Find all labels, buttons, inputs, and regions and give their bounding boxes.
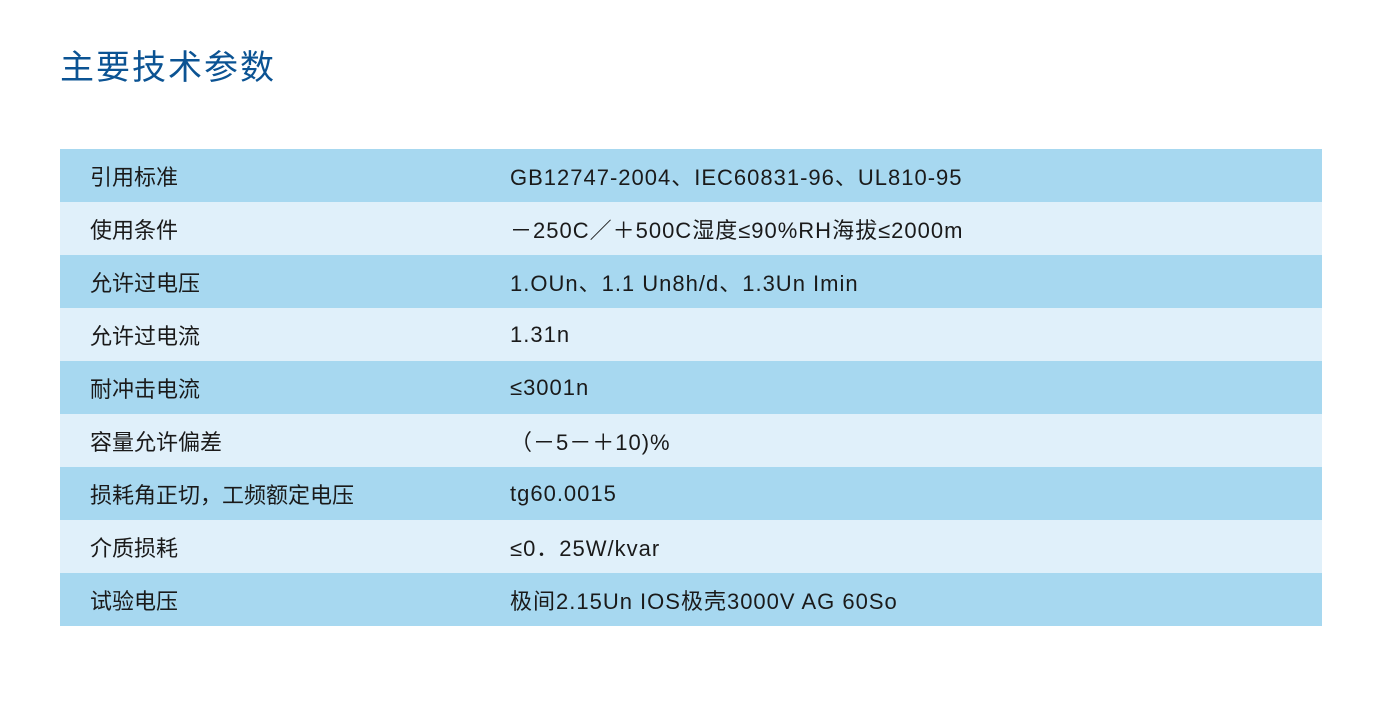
spec-label: 容量允许偏差	[60, 414, 480, 467]
spec-value: （－5－＋10)%	[480, 414, 1322, 467]
spec-value: －250C／＋500C湿度≤90%RH海拔≤2000m	[480, 202, 1322, 255]
spec-value: 极间2.15Un IOS极壳3000V AG 60So	[480, 573, 1322, 626]
spec-label: 允许过电流	[60, 308, 480, 361]
table-row: 引用标准 GB12747-2004、IEC60831-96、UL810-95	[60, 149, 1322, 202]
page-title: 主要技术参数	[60, 40, 1322, 89]
spec-label: 试验电压	[60, 573, 480, 626]
table-row: 允许过电压 1.OUn、1.1 Un8h/d、1.3Un Imin	[60, 255, 1322, 308]
spec-value: ≤0．25W/kvar	[480, 520, 1322, 573]
spec-label: 允许过电压	[60, 255, 480, 308]
spec-label: 损耗角正切，工频额定电压	[60, 467, 480, 520]
spec-table: 引用标准 GB12747-2004、IEC60831-96、UL810-95 使…	[60, 149, 1322, 626]
table-row: 使用条件 －250C／＋500C湿度≤90%RH海拔≤2000m	[60, 202, 1322, 255]
table-row: 允许过电流 1.31n	[60, 308, 1322, 361]
spec-label: 引用标准	[60, 149, 480, 202]
table-row: 损耗角正切，工频额定电压 tg60.0015	[60, 467, 1322, 520]
spec-value: GB12747-2004、IEC60831-96、UL810-95	[480, 149, 1322, 202]
spec-label: 耐冲击电流	[60, 361, 480, 414]
table-row: 耐冲击电流 ≤3001n	[60, 361, 1322, 414]
spec-value: 1.31n	[480, 308, 1322, 361]
spec-value: tg60.0015	[480, 467, 1322, 520]
spec-value: 1.OUn、1.1 Un8h/d、1.3Un Imin	[480, 255, 1322, 308]
spec-label: 使用条件	[60, 202, 480, 255]
table-row: 介质损耗 ≤0．25W/kvar	[60, 520, 1322, 573]
spec-value: ≤3001n	[480, 361, 1322, 414]
spec-label: 介质损耗	[60, 520, 480, 573]
table-row: 试验电压 极间2.15Un IOS极壳3000V AG 60So	[60, 573, 1322, 626]
table-row: 容量允许偏差 （－5－＋10)%	[60, 414, 1322, 467]
